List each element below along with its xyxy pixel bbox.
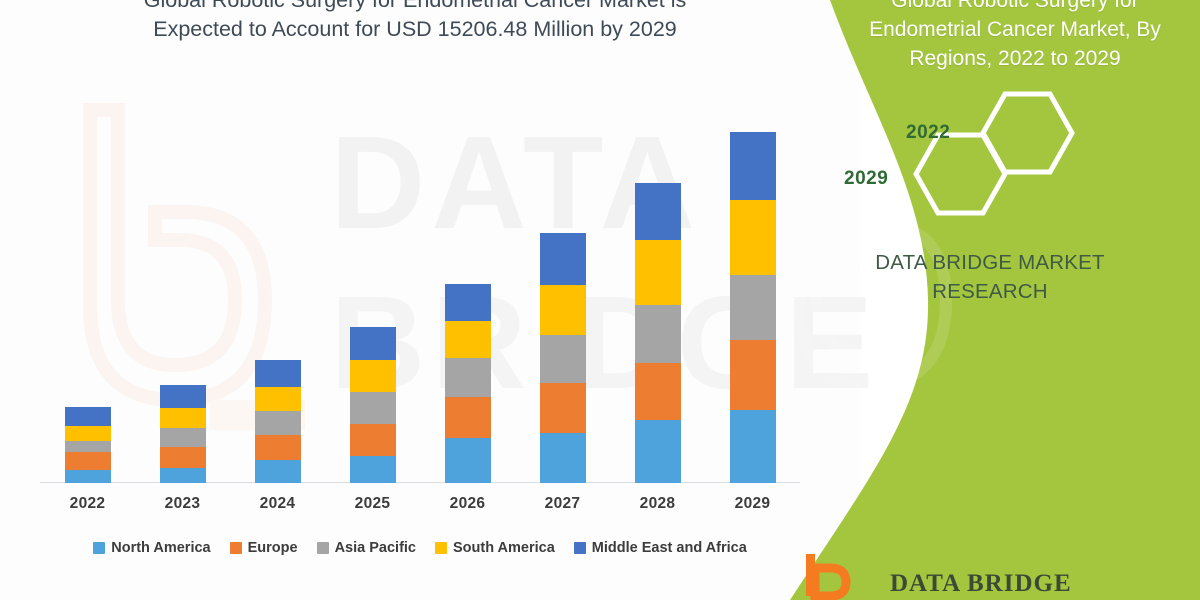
x-axis-label-2023: 2023 [164,495,201,512]
brand-panel-title: Global Robotic Surgery for Endometrial C… [840,0,1190,73]
hexagon-label-2022: 2022 [906,122,951,143]
x-axis-label-2029: 2029 [734,495,771,512]
bar-column-2024 [254,360,301,483]
x-axis-label-2026: 2026 [449,495,486,512]
legend-label: Europe [247,540,298,556]
bar-segment [444,397,491,438]
bar-segment [349,424,396,456]
bar-segment [349,392,396,424]
bar-segment [634,305,681,363]
bar-segment [64,452,111,470]
bar-column-2028 [634,183,681,483]
brand-panel-title-line2: Endometrial Cancer Market, By [869,18,1161,41]
panel-watermark-icon [794,124,953,393]
x-axis-line [40,482,800,483]
bar-segment [254,460,301,483]
bar-segment [444,358,491,397]
bar-segment [254,360,301,387]
bar-segment [254,387,301,411]
bar-segment [539,433,586,483]
data-bridge-logo-icon [806,554,851,600]
chart-legend: North America Europe Asia Pacific South Ame… [40,540,800,556]
hexagon-group [900,88,1090,223]
company-logo: DATA BRIDGE [800,552,1200,600]
x-axis-label-2025: 2025 [354,495,391,512]
legend-label: South America [453,540,555,556]
page-title-line1: Global Robotic Surgery for Endometrial C… [143,0,687,12]
legend-label: North America [111,540,211,556]
legend-item[interactable]: Middle East and Africa [573,540,747,556]
legend-item[interactable]: North America [93,540,211,556]
bar-segment [159,428,206,447]
bar-column-2029 [729,132,776,483]
bar-segment [539,285,586,335]
bar-segment [64,407,111,426]
page-title: Global Robotic Surgery for Endometrial C… [0,0,830,44]
legend-swatch-icon [435,542,447,554]
bar-segment [64,426,111,441]
x-axis-labels: 2022 2023 2024 2025 2026 2027 2028 2029 [40,489,800,523]
bar-segment [539,383,586,433]
bar-column-2026 [444,284,491,483]
x-axis-label-2028: 2028 [639,495,676,512]
legend-item[interactable]: Asia Pacific [316,540,416,556]
bar-column-2023 [159,385,206,483]
hexagon-2029-outline [913,132,1008,216]
x-axis-label-2024: 2024 [259,495,296,512]
bar-segment [444,284,491,321]
legend-item[interactable]: Europe [229,540,298,556]
bar-segment [159,447,206,468]
bar-segment [254,435,301,460]
chart-panel: DATA BRIDGE Global Robotic Surgery for E… [0,0,874,556]
brand-panel-title-line3: Regions, 2022 to 2029 [909,47,1121,70]
bar-segment [634,183,681,240]
bar-segment [539,233,586,285]
bar-segment [64,441,111,452]
bar-column-2027 [539,233,586,483]
brand-panel-title-line1: Global Robotic Surgery for [891,0,1139,12]
legend-swatch-icon [316,542,329,554]
bar-segment [729,410,776,483]
bar-segment [159,385,206,408]
bar-segment [729,340,776,410]
x-axis-label-2027: 2027 [544,495,581,512]
legend-swatch-icon [93,542,106,554]
bar-segment [159,408,206,428]
bar-column-2022 [64,407,111,483]
bar-segment [539,335,586,383]
legend-swatch-icon [229,542,242,554]
legend-swatch-icon [573,542,586,554]
green-panel-shape [790,0,1200,600]
brand-name: DATA BRIDGE MARKET RESEARCH [810,248,1170,306]
bar-segment [349,456,396,483]
logo-text: DATA BRIDGE [890,570,1072,597]
bar-segment [64,470,111,483]
brand-name-line1: DATA BRIDGE MARKET [875,251,1105,274]
bar-segment [634,420,681,483]
brand-name-line2: RESEARCH [932,280,1048,303]
bar-segment [444,438,491,483]
bar-segment [634,363,681,420]
bar-segment [159,468,206,483]
legend-item[interactable]: South America [435,540,555,556]
bar-segment [729,200,776,275]
page-title-line2: Expected to Account for USD 15206.48 Mil… [153,17,677,41]
bar-column-2025 [349,327,396,483]
bar-segment [729,132,776,200]
hexagon-shapes [913,91,1075,216]
bar-segment [634,240,681,305]
legend-label: Asia Pacific [334,540,416,556]
legend-label: Middle East and Africa [591,540,747,556]
x-axis-label-2022: 2022 [69,495,106,512]
hexagon-label-2029: 2029 [844,168,889,189]
bar-segment [254,411,301,435]
bar-segment [349,360,396,392]
bar-segment [349,327,396,360]
stacked-bar-chart: 2022 2023 2024 2025 2026 2027 2028 2029 [40,110,800,512]
bar-segment [444,321,491,358]
chart-plot-area [40,110,800,483]
brand-panel: Global Robotic Surgery for Endometrial C… [780,0,1200,600]
bar-segment [729,275,776,340]
